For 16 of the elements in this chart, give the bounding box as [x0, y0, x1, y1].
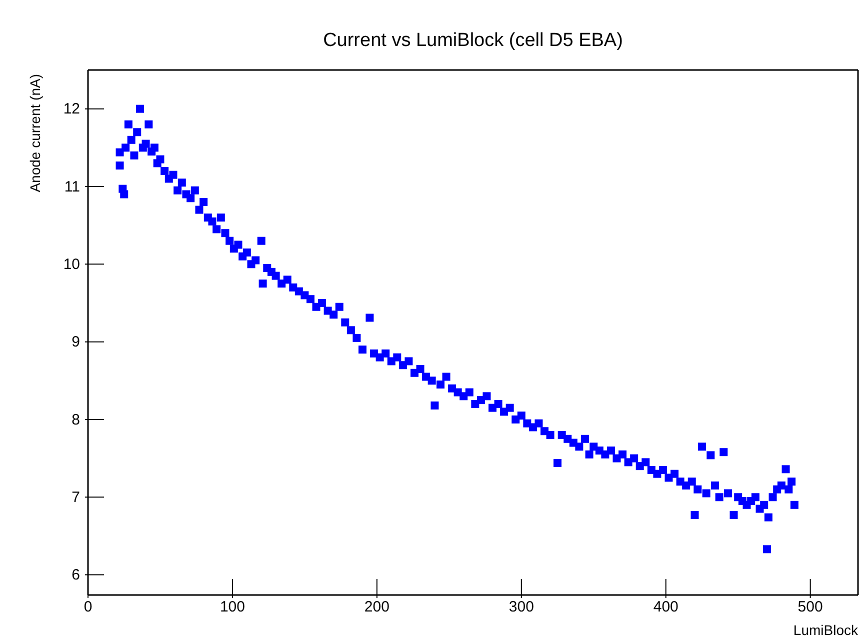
y-tick-label: 10 [63, 256, 80, 273]
y-tick-label: 8 [72, 411, 80, 428]
chart-title: Current vs LumiBlock (cell D5 EBA) [323, 30, 623, 51]
y-tick-label: 12 [63, 100, 80, 118]
y-tick-label: 6 [72, 566, 80, 584]
x-tick-label: 100 [220, 598, 245, 616]
x-tick-label: 200 [364, 598, 390, 616]
x-tick-label: 0 [84, 598, 92, 616]
y-tick-label: 9 [72, 334, 80, 351]
y-axis-title: Anode current (nA) [27, 74, 43, 192]
x-tick-label: 400 [653, 598, 678, 616]
y-tick-label: 7 [72, 488, 80, 506]
x-axis-title: LumiBlock [793, 622, 859, 638]
x-tick-label: 300 [508, 598, 534, 616]
y-tick-label: 11 [64, 178, 80, 196]
x-tick-label: 500 [798, 598, 823, 616]
